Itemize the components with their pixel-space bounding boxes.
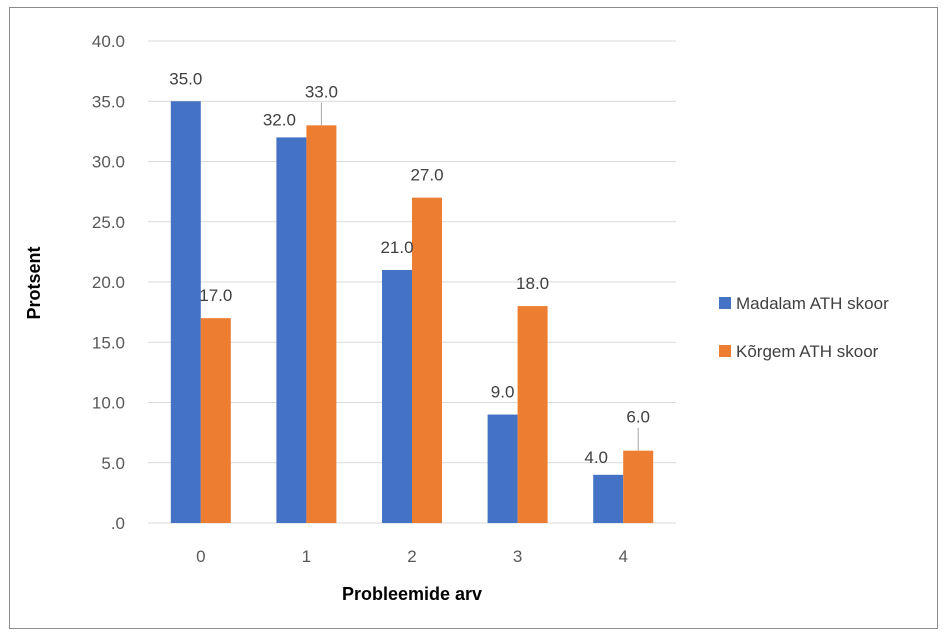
x-axis-ticks: 0 1 2 3 4: [196, 547, 628, 566]
legend-swatch: [719, 297, 731, 309]
bar: [412, 197, 442, 523]
bar: [382, 269, 412, 523]
data-label: 33.0: [305, 82, 338, 101]
bar: [623, 450, 654, 523]
legend-swatch: [719, 345, 731, 357]
x-tick-label: 1: [302, 547, 311, 566]
y-tick-label: 40.0: [92, 32, 125, 51]
bars: [170, 101, 654, 523]
data-label: 17.0: [199, 286, 232, 305]
data-label: 32.0: [263, 110, 296, 129]
data-label: 6.0: [626, 408, 650, 427]
bar: [517, 306, 548, 523]
y-axis-title: Protsent: [24, 246, 44, 319]
data-labels: 35.0 17.0 32.0 33.0 21.0 27.0 9.0 18.0 4.0 6.0: [169, 69, 650, 467]
bar: [170, 101, 201, 523]
x-tick-label: 2: [407, 547, 416, 566]
bar: [200, 318, 231, 523]
chart-frame: [9, 7, 938, 629]
y-tick-label: 10.0: [92, 394, 125, 413]
y-tick-label: 20.0: [92, 273, 125, 292]
legend-label: Madalam ATH skoor: [736, 294, 889, 313]
y-tick-label: 15.0: [92, 333, 125, 352]
y-tick-label: 5.0: [101, 454, 125, 473]
legend: Madalam ATH skoor Kõrgem ATH skoor: [719, 294, 889, 361]
data-label: 18.0: [516, 274, 549, 293]
x-tick-label: 4: [618, 547, 627, 566]
data-label: 27.0: [410, 166, 443, 185]
legend-label: Kõrgem ATH skoor: [736, 342, 879, 361]
y-tick-label: 30.0: [92, 153, 125, 172]
y-axis-ticks: .0 5.0 10.0 15.0 20.0 25.0 30.0 35.0 40.0: [92, 32, 125, 533]
x-axis-title: Probleemide arv: [342, 584, 482, 604]
y-tick-label: .0: [111, 514, 125, 533]
data-label: 4.0: [584, 448, 608, 467]
y-tick-label: 35.0: [92, 92, 125, 111]
bar: [276, 137, 307, 523]
x-tick-label: 0: [196, 547, 205, 566]
y-tick-label: 25.0: [92, 213, 125, 232]
data-label: 9.0: [491, 383, 515, 402]
data-label: 21.0: [380, 238, 413, 257]
bar: [306, 125, 337, 523]
x-tick-label: 3: [513, 547, 522, 566]
data-label: 35.0: [169, 69, 202, 88]
bar: [487, 414, 518, 523]
bar: [593, 474, 624, 523]
